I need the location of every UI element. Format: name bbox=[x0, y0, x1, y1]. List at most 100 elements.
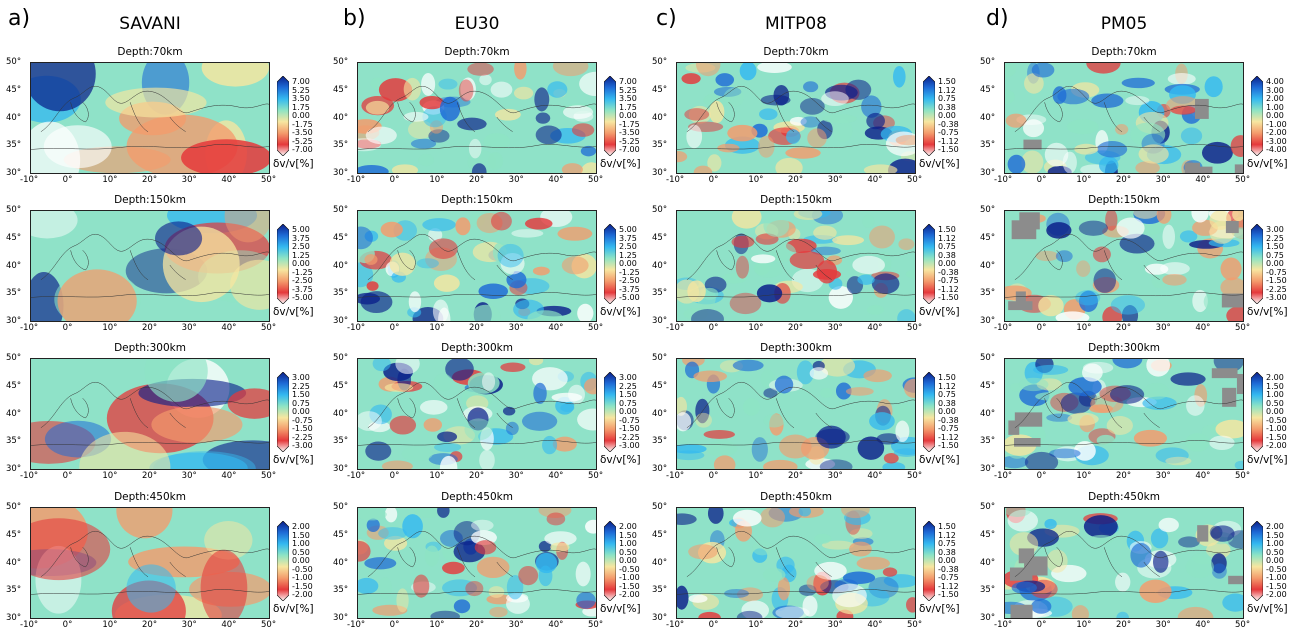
model-title: PM05 bbox=[1100, 14, 1148, 34]
depth-title: Depth:150km bbox=[1088, 194, 1160, 206]
colorbar-tick-label: 1.00 bbox=[292, 539, 310, 548]
depth-title: Depth:450km bbox=[1088, 491, 1160, 503]
colorbar-tick-label: -1.50 bbox=[292, 581, 313, 591]
lat-tick-label: 40° bbox=[333, 260, 349, 271]
colorbar-unit: δv/v[%] bbox=[273, 603, 314, 615]
lon-tick-label: 40° bbox=[1195, 471, 1211, 481]
colorbar-tick-label: -0.75 bbox=[1266, 267, 1287, 277]
colorbar bbox=[603, 371, 617, 456]
depth-title: Depth:300km bbox=[1088, 342, 1160, 354]
lat-tick-label: 30° bbox=[652, 168, 668, 178]
lon-tick-label: 40° bbox=[1195, 323, 1211, 333]
tomography-map bbox=[357, 507, 597, 619]
lat-tick-label: 45° bbox=[652, 529, 668, 540]
lon-tick-label: 10° bbox=[102, 620, 118, 630]
lon-tick-label: 50° bbox=[261, 175, 277, 185]
colorbar-tick-label: -7.00 bbox=[619, 145, 640, 154]
model-title: EU30 bbox=[454, 14, 500, 34]
model-title: SAVANI bbox=[119, 14, 181, 34]
colorbar-tick-label: 3.75 bbox=[292, 233, 310, 243]
lon-tick-label: 30° bbox=[508, 323, 524, 333]
colorbar-unit: δv/v[%] bbox=[273, 158, 314, 170]
colorbar-tick-label: -1.25 bbox=[292, 267, 313, 277]
colorbar-tick-label: -1.75 bbox=[292, 119, 313, 129]
lat-tick-label: 45° bbox=[6, 84, 22, 95]
lon-tick-label: 30° bbox=[181, 175, 197, 185]
colorbar-tick-label: -5.25 bbox=[292, 136, 313, 146]
colorbar-tick-label: -3.00 bbox=[1266, 293, 1287, 302]
tomography-map bbox=[30, 507, 270, 619]
lon-tick-label: 20° bbox=[142, 471, 158, 481]
depth-title: Depth:70km bbox=[117, 46, 183, 58]
depth-title: Depth:450km bbox=[760, 491, 832, 503]
lat-tick-label: 50° bbox=[980, 205, 996, 215]
colorbar-unit: δv/v[%] bbox=[919, 454, 960, 466]
colorbar-unit: δv/v[%] bbox=[1247, 306, 1288, 318]
lon-tick-label: -10° bbox=[994, 620, 1013, 630]
lat-tick-label: 50° bbox=[980, 502, 996, 512]
lat-tick-label: 30° bbox=[980, 464, 996, 474]
depth-title: Depth:300km bbox=[441, 342, 513, 354]
lat-tick-label: 30° bbox=[6, 316, 22, 326]
lat-tick-label: 50° bbox=[652, 502, 668, 512]
colorbar-tick-label: 2.00 bbox=[1266, 522, 1284, 531]
lon-tick-label: 0° bbox=[62, 471, 73, 481]
colorbar-tick-label: 0.00 bbox=[1266, 556, 1284, 565]
colorbar-tick-label: 0.75 bbox=[292, 398, 310, 408]
lat-tick-label: 40° bbox=[980, 408, 996, 419]
lon-tick-label: 30° bbox=[827, 323, 843, 333]
lat-tick-label: 35° bbox=[333, 436, 349, 447]
tomography-map bbox=[1004, 507, 1244, 619]
colorbar-tick-label: 1.12 bbox=[938, 530, 956, 540]
colorbar-tick-label: 1.75 bbox=[292, 102, 310, 112]
lon-tick-label: 20° bbox=[1116, 620, 1132, 630]
lat-tick-label: 35° bbox=[6, 585, 22, 596]
lon-tick-label: 50° bbox=[588, 471, 604, 481]
colorbar-tick-label: 1.25 bbox=[292, 250, 310, 260]
colorbar-tick-label: 3.00 bbox=[619, 373, 637, 382]
lon-tick-label: 0° bbox=[708, 323, 719, 333]
lat-tick-label: 30° bbox=[980, 316, 996, 326]
lat-tick-label: 50° bbox=[652, 353, 668, 363]
lon-tick-label: 10° bbox=[102, 323, 118, 333]
lon-tick-label: 10° bbox=[1076, 471, 1092, 481]
depth-title: Depth:300km bbox=[114, 342, 186, 354]
colorbar-tick-label: -2.00 bbox=[619, 590, 640, 599]
colorbar bbox=[1250, 223, 1264, 308]
lat-tick-label: 45° bbox=[980, 529, 996, 540]
colorbar-tick-label: -3.00 bbox=[292, 441, 313, 450]
lon-tick-label: 40° bbox=[548, 471, 564, 481]
colorbar-tick-label: 5.25 bbox=[292, 85, 310, 95]
colorbar-tick-label: -2.50 bbox=[292, 276, 313, 285]
colorbar bbox=[276, 520, 290, 605]
colorbar-tick-label: -0.38 bbox=[938, 267, 959, 277]
colorbar-unit: δv/v[%] bbox=[600, 454, 641, 466]
colorbar-tick-label: -0.38 bbox=[938, 564, 959, 574]
lat-tick-label: 35° bbox=[652, 288, 668, 299]
lat-tick-label: 35° bbox=[652, 585, 668, 596]
colorbar-tick-label: -1.00 bbox=[1266, 119, 1287, 129]
colorbar-tick-label: 0.00 bbox=[292, 111, 310, 120]
lat-tick-label: 30° bbox=[333, 316, 349, 326]
colorbar-tick-label: 0.75 bbox=[938, 94, 956, 103]
tomography-map bbox=[30, 210, 270, 322]
colorbar-tick-label: -1.00 bbox=[1266, 573, 1287, 582]
colorbar-tick-label: -2.00 bbox=[292, 590, 313, 599]
colorbar bbox=[603, 520, 617, 605]
colorbar-tick-label: -1.00 bbox=[292, 573, 313, 582]
colorbar-unit: δv/v[%] bbox=[919, 603, 960, 615]
lon-tick-label: 10° bbox=[748, 323, 764, 333]
lat-tick-label: 45° bbox=[652, 232, 668, 243]
colorbar-tick-label: 2.25 bbox=[292, 381, 310, 391]
colorbar-tick-label: -0.50 bbox=[292, 564, 313, 574]
colorbar-tick-label: -1.12 bbox=[938, 136, 959, 146]
colorbar-tick-label: -1.50 bbox=[1266, 276, 1287, 285]
colorbar-tick-label: 0.00 bbox=[619, 556, 637, 565]
lat-tick-label: 35° bbox=[6, 288, 22, 299]
colorbar-tick-label: 0.75 bbox=[938, 539, 956, 548]
lon-tick-label: 30° bbox=[827, 620, 843, 630]
colorbar-tick-label: 1.00 bbox=[619, 539, 637, 548]
lat-tick-label: 35° bbox=[652, 436, 668, 447]
lat-tick-label: 40° bbox=[6, 112, 22, 123]
lon-tick-label: 0° bbox=[708, 471, 719, 481]
